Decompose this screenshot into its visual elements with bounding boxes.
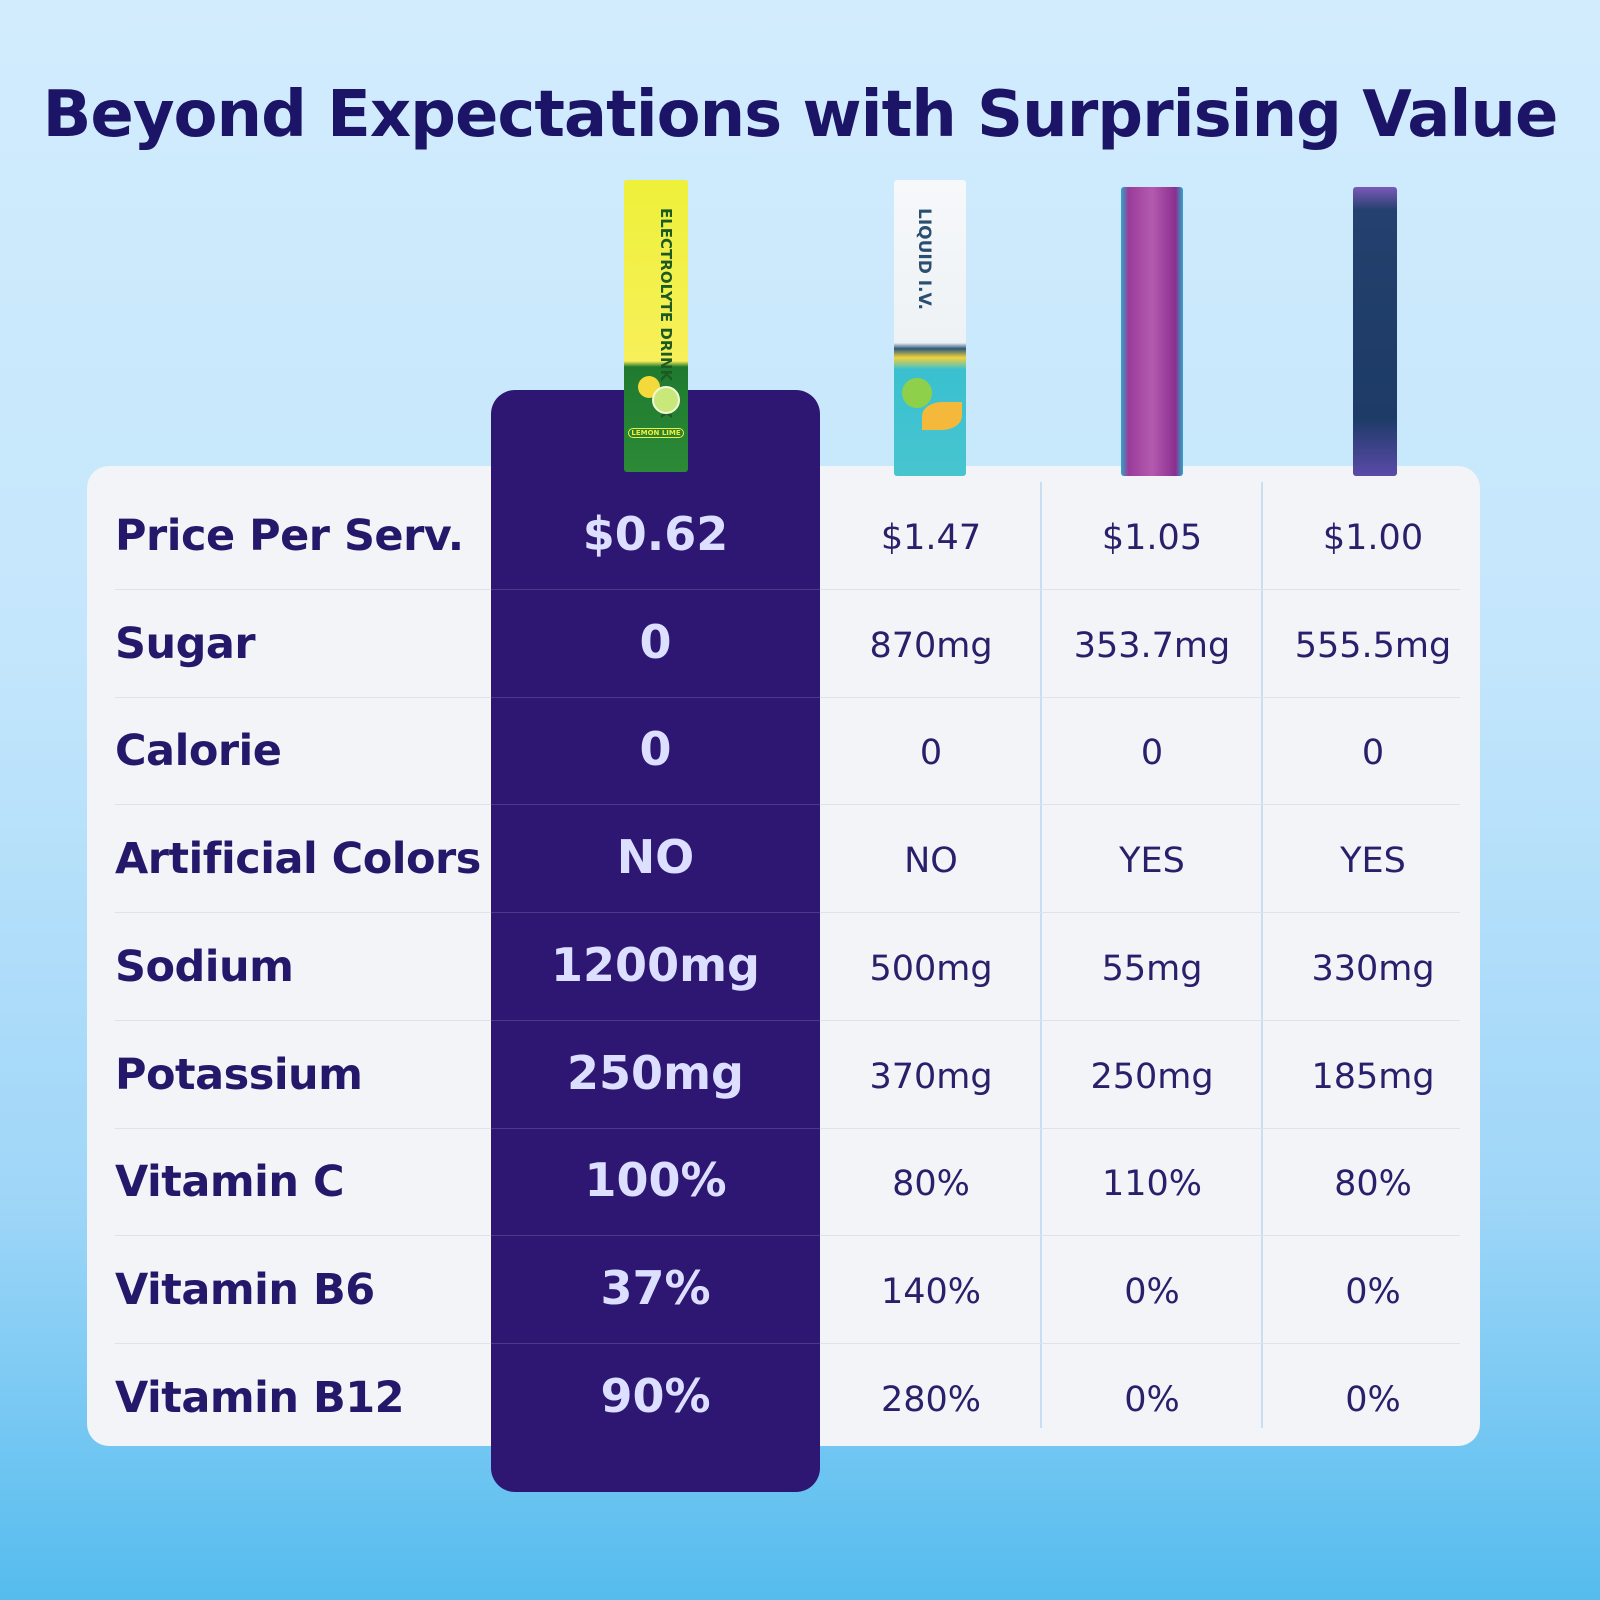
row-label: Vitamin B6 <box>115 1264 375 1315</box>
competitor-value: 353.7mg <box>1073 625 1231 666</box>
competitor-value: 185mg <box>1311 1056 1435 1097</box>
competitor-value: 870mg <box>869 625 993 666</box>
product-image-liquid-iv: LIQUID I.V. <box>894 180 966 476</box>
row-label: Calorie <box>115 726 282 777</box>
row-divider <box>491 912 820 914</box>
table-row: Artificial Colors NO NO YES YES <box>115 805 1460 914</box>
featured-value: NO <box>616 830 695 885</box>
row-divider <box>491 589 820 590</box>
featured-value: 250mg <box>567 1045 744 1100</box>
featured-value: 0 <box>639 722 672 777</box>
competitor-value: 0 <box>1361 733 1385 774</box>
featured-value: 1200mg <box>551 937 760 992</box>
competitor-value: 280% <box>880 1379 982 1420</box>
product-image-4 <box>1353 187 1397 476</box>
row-label: Sugar <box>115 618 256 669</box>
table-row: Sodium 1200mg 500mg 55mg 330mg <box>115 913 1460 1021</box>
featured-value: $0.62 <box>582 507 729 561</box>
table-row: Sugar 0 870mg 353.7mg 555.5mg <box>115 590 1460 698</box>
competitor-value: 250mg <box>1090 1056 1214 1097</box>
lime-icon <box>902 378 932 408</box>
row-divider <box>491 1342 820 1344</box>
row-divider <box>491 1019 820 1021</box>
row-label: Price Per Serv. <box>115 511 464 561</box>
row-label: Potassium <box>115 1049 363 1100</box>
column-divider <box>1040 482 1042 1428</box>
competitor-value: 0 <box>1140 733 1164 774</box>
competitor-value: 140% <box>880 1271 982 1312</box>
competitor-value: 55mg <box>1101 948 1203 989</box>
competitor-value: 80% <box>1334 1164 1412 1205</box>
competitor-value: 370mg <box>869 1056 993 1097</box>
competitor-value: 500mg <box>869 948 993 989</box>
page-title: Beyond Expectations with Surprising Valu… <box>42 78 1559 152</box>
table-row: Vitamin B12 90% 280% 0% 0% <box>115 1344 1460 1452</box>
table-row: Calorie 0 0 0 0 <box>115 697 1460 806</box>
table-row: Potassium 250mg 370mg 250mg 185mg <box>115 1021 1460 1129</box>
competitor-value: $1.00 <box>1322 518 1424 558</box>
row-divider <box>491 804 820 806</box>
competitor-value: YES <box>1119 841 1185 882</box>
row-label: Vitamin C <box>115 1157 345 1208</box>
orange-icon <box>922 402 962 430</box>
competitor-value: 0% <box>1124 1379 1180 1420</box>
competitor-value: 0% <box>1345 1379 1401 1420</box>
competitor-value: 80% <box>892 1164 970 1205</box>
competitor-value: 555.5mg <box>1294 625 1452 666</box>
column-divider <box>1261 482 1263 1428</box>
featured-value: 100% <box>584 1153 727 1208</box>
row-label: Sodium <box>115 941 294 992</box>
lime-icon <box>652 386 680 414</box>
row-divider <box>491 1127 820 1129</box>
product-image-3 <box>1121 187 1183 476</box>
row-label: Vitamin B12 <box>115 1372 405 1423</box>
featured-value: 90% <box>600 1368 711 1423</box>
row-divider <box>491 696 820 698</box>
table-row: Vitamin B6 37% 140% 0% 0% <box>115 1236 1460 1344</box>
highlight-column <box>491 390 820 1492</box>
competitor-value: 0% <box>1124 1271 1180 1312</box>
competitor-value: YES <box>1340 841 1406 882</box>
competitor-value: NO <box>904 841 958 882</box>
competitor-value: 0% <box>1345 1271 1401 1312</box>
table-row: Vitamin C 100% 80% 110% 80% <box>115 1128 1460 1237</box>
row-divider <box>491 1235 820 1237</box>
competitor-value: $1.05 <box>1101 518 1203 558</box>
product-image-electrolyte-mix: ELECTROLYTE DRINK MIX LEMON LIME <box>624 180 688 472</box>
featured-value: 0 <box>639 614 672 669</box>
competitor-value: 330mg <box>1311 948 1435 989</box>
competitor-value: 0 <box>919 733 943 774</box>
competitor-value: $1.47 <box>880 518 982 558</box>
featured-value: 37% <box>600 1260 711 1315</box>
competitor-value: 110% <box>1101 1164 1203 1205</box>
row-label: Artificial Colors <box>115 834 481 885</box>
table-row: Price Per Serv. $0.62 $1.47 $1.05 $1.00 <box>115 482 1460 590</box>
